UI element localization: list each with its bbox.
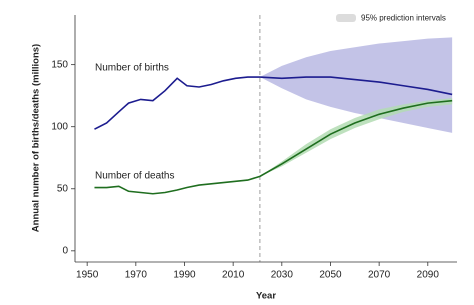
series-label: Number of deaths [95, 171, 175, 182]
y-tick-label: 100 [51, 121, 68, 132]
y-tick-label: 150 [51, 59, 68, 70]
prediction-band [259, 98, 453, 177]
x-tick-label: 1950 [76, 270, 99, 281]
y-tick-label: 50 [57, 183, 69, 194]
x-tick-label: 2010 [222, 270, 245, 281]
series-label: Number of births [95, 63, 169, 74]
x-tick-label: 2030 [271, 270, 294, 281]
x-tick-label: 2090 [417, 270, 440, 281]
legend-label: 95% prediction intervals [361, 14, 446, 23]
series-line [94, 99, 453, 195]
x-tick-label: 1990 [173, 270, 196, 281]
series-line [94, 76, 453, 130]
x-tick-label: 1970 [125, 270, 148, 281]
x-tick-label: 2070 [368, 270, 391, 281]
y-axis-title: Annual number of births/deaths (millions… [31, 44, 42, 232]
y-tick-label: 0 [62, 245, 68, 256]
x-tick-label: 2050 [319, 270, 342, 281]
legend-swatch [336, 14, 356, 22]
x-axis-title: Year [256, 291, 276, 302]
